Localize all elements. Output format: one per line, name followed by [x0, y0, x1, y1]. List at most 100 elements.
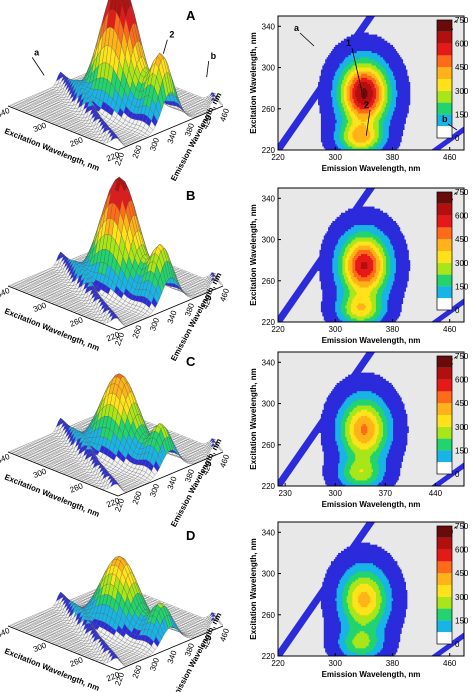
contour-band: [355, 453, 372, 456]
colorbar-tick-label: 150: [455, 446, 469, 455]
y-axis-label: Excitation Wavelength, nm: [249, 32, 258, 134]
contour-band: [352, 239, 376, 243]
y-tick-label: 260: [262, 277, 276, 286]
contour-band: [360, 123, 365, 126]
contour-band: [359, 469, 364, 473]
contour-band: [336, 382, 392, 386]
annotation-label: a: [34, 47, 40, 57]
contour-band: [355, 422, 374, 425]
contour-band: [356, 411, 372, 415]
contour-band: [332, 48, 396, 52]
colorbar-tick-label: 750: [455, 522, 469, 531]
contour-band: [352, 133, 371, 137]
contour-band: [353, 637, 369, 641]
contour-band: [356, 71, 372, 75]
contour-band: [352, 581, 376, 585]
colorbar-swatch: [437, 114, 452, 127]
annotation-arrow: [365, 109, 371, 136]
colorbar-tick-label: 0: [455, 640, 460, 649]
contour-band: [356, 391, 372, 394]
contour-band: [360, 262, 368, 265]
y-axis-label: Excitation Wavelength, nm: [249, 204, 258, 306]
colorbar-tick-label: 450: [455, 569, 469, 578]
colorbar-swatch: [437, 55, 452, 68]
contour-band: [356, 251, 372, 255]
colorbar-tick-label: 750: [455, 16, 469, 25]
contour-band: [353, 69, 375, 73]
y-tick-label: 460: [218, 107, 231, 123]
contour-band: [350, 403, 378, 407]
colorbar-swatch: [437, 286, 452, 299]
colorbar-swatch: [437, 239, 452, 251]
contour-band: [360, 428, 368, 431]
contour-band: [350, 465, 372, 469]
contour-band: [345, 483, 378, 486]
colorbar-swatch: [437, 43, 452, 56]
contour-band: [349, 629, 376, 632]
contour-band: [359, 57, 369, 60]
contour-band: [350, 575, 378, 579]
contour-band: [332, 389, 396, 392]
x-axis-label: Emission Wavelength, nm: [322, 500, 421, 509]
contour-band: [352, 145, 369, 149]
contour-band: [358, 256, 371, 259]
y-tick-label: 220: [262, 482, 276, 491]
colorbar-swatch: [437, 215, 452, 228]
contour-band: [356, 75, 372, 79]
contour-band: [356, 313, 366, 317]
annotation-arrow: [206, 61, 210, 78]
contour-band: [353, 643, 369, 647]
contour-band: [333, 387, 395, 390]
colorbar-swatch: [437, 126, 452, 138]
contour-band: [353, 590, 375, 593]
contour-band: [355, 457, 371, 460]
contour-band: [346, 653, 375, 656]
contour-band: [333, 559, 395, 562]
x-tick-label: 300: [32, 300, 48, 314]
panel-label: A: [186, 8, 196, 23]
contour-band: [356, 399, 372, 403]
contour-band: [360, 440, 368, 444]
contour-band: [360, 274, 368, 278]
x-tick-label: 380: [386, 659, 400, 668]
contour-band: [360, 77, 368, 81]
colorbar-swatch: [437, 67, 452, 79]
contour-band: [359, 583, 369, 587]
x-tick-label: 220: [271, 153, 285, 162]
contour-band: [362, 432, 366, 436]
contour-band: [349, 235, 379, 239]
contour-band: [352, 614, 376, 618]
contour-band: [356, 291, 371, 294]
contour-band: [360, 81, 368, 85]
contour-band: [330, 561, 398, 564]
contour-band: [356, 258, 372, 261]
x-tick-label: 440: [429, 489, 443, 498]
contour-band: [356, 317, 365, 321]
colorbar-swatch: [437, 549, 452, 562]
contour-band: [360, 73, 368, 77]
contour-band: [358, 598, 371, 601]
annotation-label: 2: [169, 30, 174, 40]
x-tick-label: 340: [0, 106, 11, 120]
contour-band: [356, 108, 372, 112]
x-tick-label: 300: [32, 120, 48, 134]
colorbar-tick-label: 750: [455, 188, 469, 197]
contour-band: [352, 301, 372, 305]
x-tick-label: 300: [329, 153, 343, 162]
annotation-arrow: [299, 32, 315, 47]
x-tick-label: 230: [278, 489, 292, 498]
colorbar-swatch: [437, 620, 452, 633]
plot-frame: [277, 351, 465, 487]
contour-band: [343, 38, 385, 42]
contour-band: [352, 311, 369, 315]
contour-band: [352, 463, 372, 466]
colorbar-frame: [436, 19, 453, 139]
contour-band: [360, 92, 368, 95]
colorbar-swatch: [437, 596, 452, 609]
contour-band: [355, 459, 371, 462]
colorbar-tick-label: 450: [455, 399, 469, 408]
contour-band: [358, 125, 366, 128]
contour-band: [352, 135, 371, 139]
rayleigh-line-2: [431, 298, 464, 322]
